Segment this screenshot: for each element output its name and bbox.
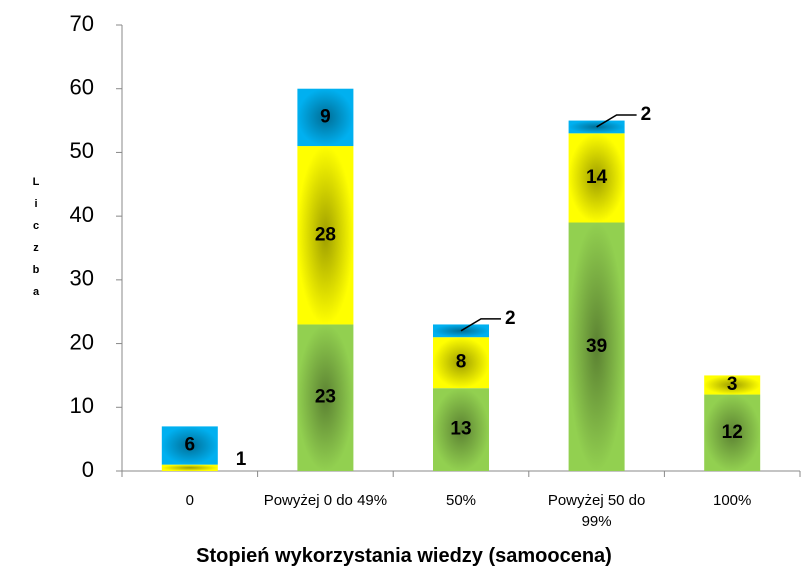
y-tick-label: 10 (70, 393, 94, 418)
data-label: 28 (315, 224, 336, 245)
x-tick-label: 50% (445, 492, 477, 509)
bar-segment (433, 337, 489, 389)
data-label: 23 (315, 387, 336, 408)
data-label: 2 (505, 308, 516, 329)
x-tick-label: 0 (185, 492, 194, 509)
x-tick-label: Powyżej 50 do 99% (547, 492, 646, 530)
data-label: 3 (727, 374, 738, 395)
data-label: 8 (456, 352, 467, 373)
data-label: 13 (450, 419, 471, 440)
bar-segment (297, 324, 354, 471)
data-label: 2 (641, 104, 652, 125)
data-label: 1 (236, 449, 247, 470)
y-tick-label: 30 (70, 266, 94, 291)
data-label: 12 (722, 422, 743, 443)
x-axis-title: Stopień wykorzystania wiedzy (samoocena) (196, 545, 612, 567)
bar-segment (297, 146, 354, 325)
bar-segment (704, 394, 761, 471)
x-tick-label: 100% (713, 492, 752, 509)
bar-segment (297, 88, 354, 147)
y-axis-title: Liczba (30, 176, 42, 308)
x-tick-label: Powyżej 0 do 49% (263, 492, 388, 509)
y-tick-label: 50 (70, 138, 94, 163)
y-tick-label: 40 (70, 202, 94, 227)
y-tick-label: 60 (70, 75, 94, 100)
bar-segment (433, 388, 489, 471)
bar-segment (568, 222, 625, 471)
leader-line (596, 114, 637, 128)
data-label: 9 (320, 106, 331, 127)
y-tick-label: 20 (70, 329, 94, 354)
bar-segment (161, 426, 218, 465)
y-tick-label: 70 (70, 11, 94, 36)
bar-segment (568, 133, 625, 223)
data-label: 6 (185, 435, 196, 456)
y-tick-label: 0 (82, 457, 94, 482)
bar-segment (704, 375, 761, 395)
data-label: 39 (586, 336, 607, 357)
leader-line (460, 318, 501, 332)
data-label: 14 (586, 167, 608, 188)
bar-segment (161, 464, 218, 471)
